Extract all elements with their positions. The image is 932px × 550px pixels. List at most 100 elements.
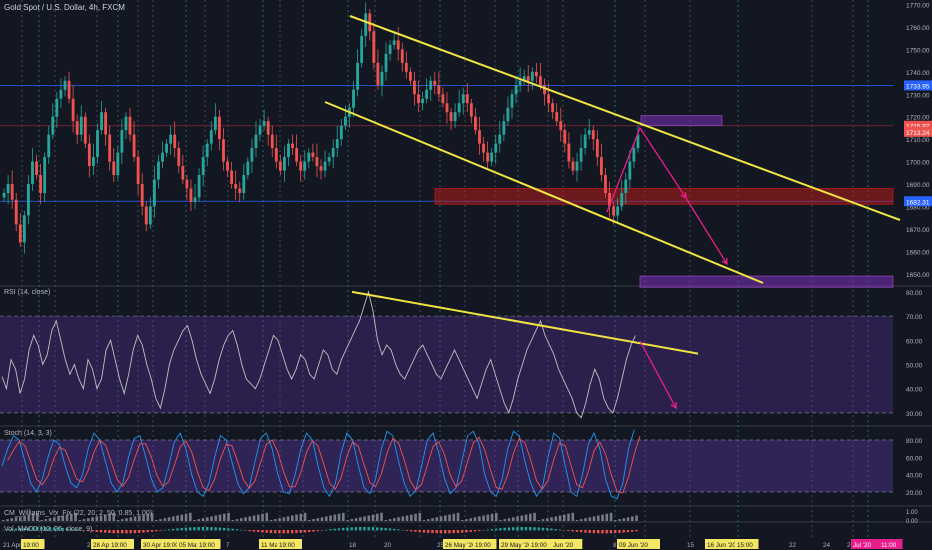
macd-bar bbox=[65, 528, 69, 531]
candle-body bbox=[547, 94, 550, 104]
vix-bar bbox=[295, 514, 298, 521]
candle-body bbox=[486, 152, 490, 162]
macd-bar bbox=[397, 529, 400, 531]
candle-body bbox=[417, 94, 420, 104]
projection-arrow-2 bbox=[685, 197, 728, 265]
time-label: 19:00 bbox=[163, 542, 179, 549]
candle-body bbox=[75, 121, 79, 135]
candle-body bbox=[433, 80, 437, 86]
time-label: 19:00 bbox=[199, 542, 215, 549]
candle-body bbox=[173, 134, 177, 149]
time-label: 19:00 bbox=[111, 542, 127, 549]
candle-body bbox=[43, 157, 47, 193]
macd-bar bbox=[575, 530, 579, 532]
vix-bar bbox=[180, 514, 184, 521]
candle-body bbox=[108, 134, 112, 162]
vix-bar bbox=[108, 513, 111, 521]
vix-bar bbox=[40, 520, 43, 521]
vix-bar bbox=[320, 517, 324, 521]
vix-bar bbox=[99, 515, 103, 521]
macd-bar bbox=[439, 530, 443, 534]
price-tick-label: 1660.00 bbox=[906, 249, 930, 256]
candle-body bbox=[83, 116, 87, 144]
macd-bar bbox=[240, 529, 243, 531]
candle-body bbox=[575, 161, 579, 171]
vix-bar bbox=[206, 517, 209, 521]
candle-body bbox=[429, 80, 433, 90]
vix-bar bbox=[371, 514, 375, 521]
candle-body bbox=[384, 53, 388, 72]
candle-body bbox=[10, 184, 14, 200]
price-tick-label: 1650.00 bbox=[906, 272, 930, 279]
candle-body bbox=[616, 206, 620, 216]
candle-body bbox=[246, 161, 250, 176]
candle-body bbox=[608, 192, 611, 207]
macd-bar bbox=[308, 530, 311, 533]
rsi-projection-arrow bbox=[639, 340, 677, 409]
price-tick-label: 1710.00 bbox=[906, 137, 930, 144]
macd-bar bbox=[618, 530, 621, 533]
candle-body bbox=[136, 157, 140, 185]
vix-bar bbox=[223, 513, 226, 521]
price-tick-label: 1720.00 bbox=[906, 115, 930, 122]
macd-bar bbox=[291, 530, 294, 534]
vix-bar bbox=[337, 513, 341, 521]
macd-bar bbox=[363, 527, 366, 531]
macd-bar bbox=[473, 530, 477, 532]
candle-body bbox=[583, 134, 587, 149]
candle-body bbox=[87, 143, 91, 167]
candle-body bbox=[364, 13, 368, 36]
candle-body bbox=[445, 103, 449, 113]
time-label-bg bbox=[499, 539, 542, 549]
vix-bar bbox=[95, 516, 99, 521]
vix-bar bbox=[346, 520, 349, 521]
macd-bar bbox=[427, 530, 430, 533]
time-label: 19:00 bbox=[475, 542, 491, 549]
macd-bar bbox=[635, 530, 638, 532]
candle-body bbox=[217, 116, 221, 140]
candle-body bbox=[636, 134, 640, 149]
candle-body bbox=[291, 143, 294, 149]
price-label-box bbox=[904, 120, 932, 131]
candle-body bbox=[380, 71, 384, 86]
vix-bar bbox=[439, 516, 443, 521]
candle-body bbox=[612, 206, 616, 216]
macd-bar bbox=[601, 530, 604, 534]
candle-body bbox=[222, 139, 225, 162]
candle-body bbox=[360, 35, 364, 63]
vix-bar bbox=[520, 515, 524, 521]
vix-bar bbox=[563, 514, 566, 521]
vix-bar bbox=[503, 519, 507, 521]
candle-body bbox=[388, 44, 392, 54]
macd-bar bbox=[44, 527, 47, 531]
vix-bar bbox=[325, 516, 328, 521]
macd-bar bbox=[74, 529, 77, 531]
vix-bar bbox=[631, 516, 634, 521]
macd-bar bbox=[354, 527, 358, 531]
candle-body bbox=[518, 80, 522, 86]
macd-bar bbox=[533, 527, 536, 531]
time-label-bg bbox=[529, 539, 553, 549]
macd-bar bbox=[495, 528, 498, 531]
time-label-bg bbox=[851, 539, 883, 549]
macd-bar bbox=[252, 530, 256, 532]
candle-body bbox=[274, 148, 278, 162]
macd-bar bbox=[133, 530, 137, 534]
time-label: 21 Apr '20 bbox=[3, 542, 32, 549]
vix-bar bbox=[269, 520, 273, 521]
time-label: 7 bbox=[226, 542, 230, 549]
time-label-bg bbox=[473, 539, 497, 549]
vix-bar bbox=[333, 514, 337, 521]
vix-bar bbox=[397, 517, 400, 521]
vix-bar bbox=[167, 517, 171, 521]
rsi-trendline bbox=[351, 290, 699, 355]
candle-body bbox=[331, 148, 335, 158]
vix-bar bbox=[512, 517, 515, 521]
vix-bar bbox=[410, 514, 413, 521]
vix-bar bbox=[210, 516, 213, 521]
time-label-bg bbox=[705, 539, 748, 549]
candle-body bbox=[31, 161, 34, 185]
vix-bar bbox=[91, 517, 94, 521]
vix-bar bbox=[575, 520, 579, 521]
candle-body bbox=[238, 188, 242, 193]
